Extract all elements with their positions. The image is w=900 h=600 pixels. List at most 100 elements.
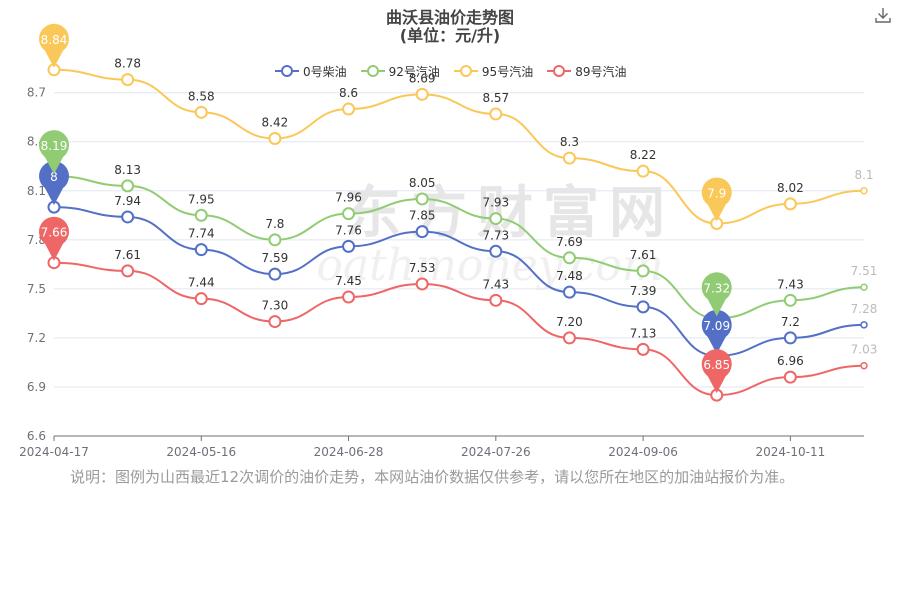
chart-subtitle: (单位：元/升) <box>399 26 501 45</box>
legend-item[interactable]: 89号汽油 <box>547 62 626 80</box>
data-label: 7.2 <box>781 315 800 329</box>
data-label: 7.96 <box>335 191 362 205</box>
legend-item[interactable]: 95号汽油 <box>453 62 534 80</box>
data-label: 7.45 <box>335 274 362 288</box>
legend-swatch <box>275 65 299 77</box>
data-point <box>636 300 650 314</box>
pin-marker <box>701 309 732 354</box>
data-point <box>636 164 650 178</box>
data-label: 7.03 <box>851 343 878 357</box>
y-tick-label: 6.6 <box>27 429 46 443</box>
data-label: 6.96 <box>777 354 804 368</box>
data-label: 7.13 <box>630 326 657 340</box>
data-point <box>121 210 135 224</box>
data-label: 8.78 <box>114 57 141 71</box>
pin-label: 6.85 <box>703 358 730 372</box>
pin-marker <box>701 349 732 394</box>
data-label: 7.59 <box>262 251 289 265</box>
chart-title: 曲沃县油价走势图 <box>385 8 514 27</box>
pin-label: 7.66 <box>41 226 68 240</box>
data-label: 7.30 <box>262 299 289 313</box>
data-point <box>194 243 208 257</box>
legend-swatch <box>360 65 385 77</box>
data-label: 7.94 <box>114 194 141 208</box>
data-point <box>489 293 503 307</box>
pin-label: 8.84 <box>41 33 68 47</box>
download-icon[interactable] <box>874 6 892 24</box>
data-point <box>489 107 503 121</box>
data-point <box>415 225 429 239</box>
pin-marker <box>701 177 732 222</box>
data-label: 7.51 <box>851 264 878 278</box>
data-point <box>268 315 282 329</box>
data-point <box>562 151 576 165</box>
x-tick-label: 2024-05-16 <box>166 445 236 459</box>
data-label: 7.28 <box>851 302 878 316</box>
x-tick-label: 2024-06-28 <box>314 445 384 459</box>
data-point <box>342 239 356 253</box>
data-label: 7.43 <box>777 277 804 291</box>
data-label: 8.13 <box>114 163 141 177</box>
data-point <box>860 361 868 370</box>
x-tick-label: 2024-07-26 <box>461 445 531 459</box>
data-label: 8.02 <box>777 181 804 195</box>
data-label: 7.48 <box>556 269 583 283</box>
data-point <box>415 87 429 101</box>
pin-label: 7.09 <box>703 319 730 333</box>
y-tick-label: 8.1 <box>27 184 46 198</box>
pin-label: 7.9 <box>707 186 726 200</box>
data-label: 7.95 <box>188 192 215 206</box>
data-point <box>342 290 356 304</box>
data-point <box>636 342 650 356</box>
data-point <box>783 293 797 307</box>
data-label: 7.53 <box>409 261 436 275</box>
legend-label: 89号汽油 <box>575 64 627 79</box>
data-point <box>194 208 208 222</box>
legend-swatch <box>547 65 572 77</box>
x-tick-label: 2024-04-17 <box>19 445 89 459</box>
legend-item[interactable]: 92号汽油 <box>360 62 440 80</box>
data-label: 8.58 <box>188 89 215 103</box>
legend-label: 95号汽油 <box>481 64 534 79</box>
data-point <box>268 233 282 247</box>
pin-marker <box>39 23 70 68</box>
x-tick-label: 2024-10-11 <box>755 445 825 459</box>
data-point <box>342 102 356 116</box>
data-label: 8.69 <box>409 71 436 85</box>
data-point <box>121 264 135 278</box>
data-label: 7.85 <box>409 209 436 223</box>
legend-label: 92号汽油 <box>388 64 440 79</box>
data-label: 8.57 <box>482 91 509 105</box>
data-point <box>860 283 868 291</box>
data-label: 7.74 <box>188 227 215 241</box>
data-point <box>121 179 135 193</box>
data-label: 7.43 <box>482 277 509 291</box>
data-label: 7.61 <box>114 248 141 262</box>
data-label: 7.8 <box>265 217 284 231</box>
chart-note: 说明：图例为山西最近12次调价的油价走势，本网站油价数据仅供参考，请以您所在地区… <box>70 468 795 486</box>
data-point <box>860 187 868 195</box>
data-label: 8.22 <box>630 148 657 162</box>
data-point <box>194 105 208 119</box>
y-tick-label: 6.9 <box>27 380 46 394</box>
y-tick-label: 8.7 <box>27 86 46 100</box>
data-point <box>783 370 797 384</box>
data-point <box>194 292 208 306</box>
data-label: 7.69 <box>556 235 583 249</box>
pin-marker <box>39 130 70 175</box>
legend-swatch <box>453 65 478 77</box>
y-tick-label: 7.2 <box>27 331 46 345</box>
data-label: 7.76 <box>335 223 362 237</box>
data-point <box>268 131 282 145</box>
data-label: 7.39 <box>630 284 657 298</box>
data-point <box>562 285 576 299</box>
legend-label: 0号柴油 <box>303 64 347 79</box>
legend-item[interactable]: 0号柴油 <box>275 62 347 80</box>
data-label: 7.73 <box>482 228 509 242</box>
x-tick-label: 2024-09-06 <box>608 445 678 459</box>
y-tick-label: 7.5 <box>27 282 46 296</box>
data-label: 8.6 <box>339 86 358 100</box>
data-point <box>860 321 868 329</box>
data-label: 7.61 <box>630 248 657 262</box>
